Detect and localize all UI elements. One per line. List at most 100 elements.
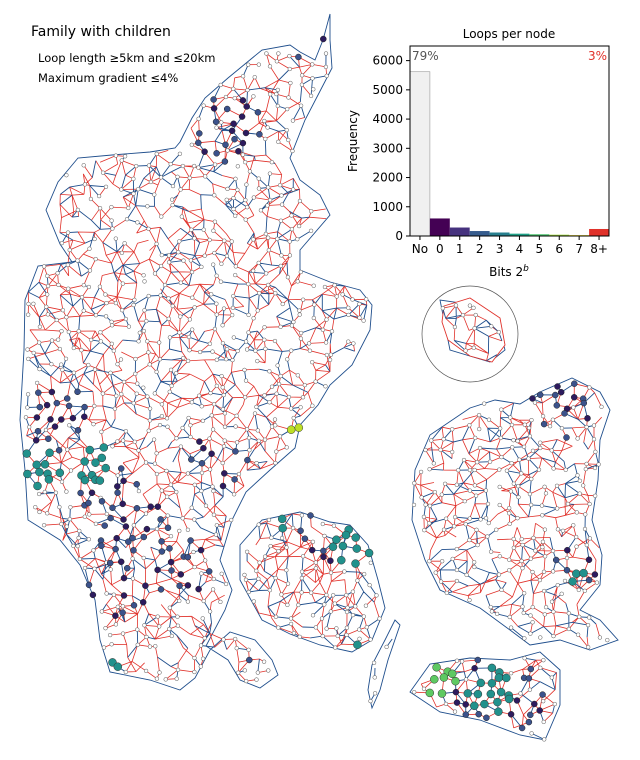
network-node <box>81 283 86 288</box>
network-node <box>123 564 131 572</box>
network-node <box>143 525 151 533</box>
network-node <box>130 556 135 561</box>
network-node <box>275 87 280 93</box>
network-node <box>154 369 159 375</box>
network-node <box>476 412 482 418</box>
network-node <box>107 514 114 522</box>
network-node <box>486 520 491 526</box>
network-node <box>276 51 281 56</box>
network-node <box>177 598 182 603</box>
network-node <box>367 582 372 588</box>
network-node <box>280 301 285 307</box>
network-node <box>214 312 219 317</box>
network-node <box>64 315 69 320</box>
network-node <box>277 434 283 439</box>
network-node <box>203 558 208 563</box>
network-node <box>267 171 273 176</box>
network-node <box>279 193 284 198</box>
network-node <box>114 393 119 398</box>
network-node <box>277 183 283 188</box>
network-node <box>168 367 174 372</box>
network-node <box>230 312 235 318</box>
network-node <box>190 295 195 300</box>
network-node <box>444 590 449 596</box>
network-node <box>290 148 295 154</box>
network-node <box>532 400 538 405</box>
network-node <box>300 554 306 559</box>
network-node <box>146 350 151 355</box>
network-node <box>224 197 229 202</box>
network-node <box>290 118 296 123</box>
network-node <box>276 139 281 144</box>
network-node <box>221 444 227 449</box>
histogram-title: Loops per node <box>463 27 556 41</box>
network-node <box>344 632 349 638</box>
network-node <box>450 556 455 562</box>
network-node <box>552 556 560 564</box>
network-node <box>89 591 97 599</box>
network-node <box>597 635 603 640</box>
network-node <box>159 488 164 493</box>
network-node <box>189 142 194 147</box>
network-node <box>510 445 515 450</box>
bar-0 <box>429 218 450 236</box>
network-node <box>441 437 446 442</box>
network-node <box>122 241 127 246</box>
network-node <box>107 632 113 638</box>
network-node <box>254 404 259 410</box>
network-node <box>427 559 432 564</box>
network-node <box>296 602 301 608</box>
network-node <box>157 586 165 593</box>
network-node <box>529 417 534 423</box>
network-node <box>310 76 315 81</box>
network-node <box>251 316 256 321</box>
network-node <box>222 438 227 443</box>
region-langeland <box>367 619 401 710</box>
network-node <box>209 413 214 418</box>
network-node <box>134 391 139 396</box>
network-node <box>285 357 290 362</box>
histogram-bars <box>409 71 609 237</box>
network-node <box>180 516 185 521</box>
network-node <box>540 414 546 419</box>
network-node <box>119 250 125 256</box>
network-node <box>497 484 502 490</box>
network-node <box>159 252 164 258</box>
network-node <box>145 204 150 209</box>
network-node <box>137 330 142 335</box>
network-node <box>462 711 470 718</box>
network-node <box>225 148 230 153</box>
network-node <box>322 602 327 607</box>
network-node <box>526 456 531 461</box>
network-node <box>228 127 236 135</box>
network-node <box>244 456 251 464</box>
network-node <box>202 635 207 641</box>
network-node <box>297 312 302 317</box>
x-tick-label: 1 <box>456 242 464 256</box>
network-node <box>200 418 206 423</box>
network-node <box>209 292 214 297</box>
network-node <box>463 677 469 682</box>
network-node <box>136 187 141 192</box>
network-node <box>312 302 317 307</box>
network-node <box>519 536 524 542</box>
network-node <box>507 511 512 516</box>
network-node <box>427 521 432 526</box>
network-node <box>539 503 545 508</box>
network-node <box>184 582 192 589</box>
network-node <box>273 614 279 619</box>
network-node <box>210 96 217 103</box>
network-node <box>543 491 549 496</box>
network-node <box>191 549 196 555</box>
network-node <box>584 415 591 422</box>
y-tick-label: 5000 <box>372 83 403 97</box>
network-node <box>520 566 525 571</box>
network-node <box>199 404 204 409</box>
network-node <box>299 569 305 574</box>
network-node <box>214 301 219 306</box>
network-node <box>121 379 127 385</box>
network-node <box>274 91 279 97</box>
network-node <box>467 597 472 603</box>
network-node <box>374 593 379 598</box>
network-node <box>176 250 181 255</box>
